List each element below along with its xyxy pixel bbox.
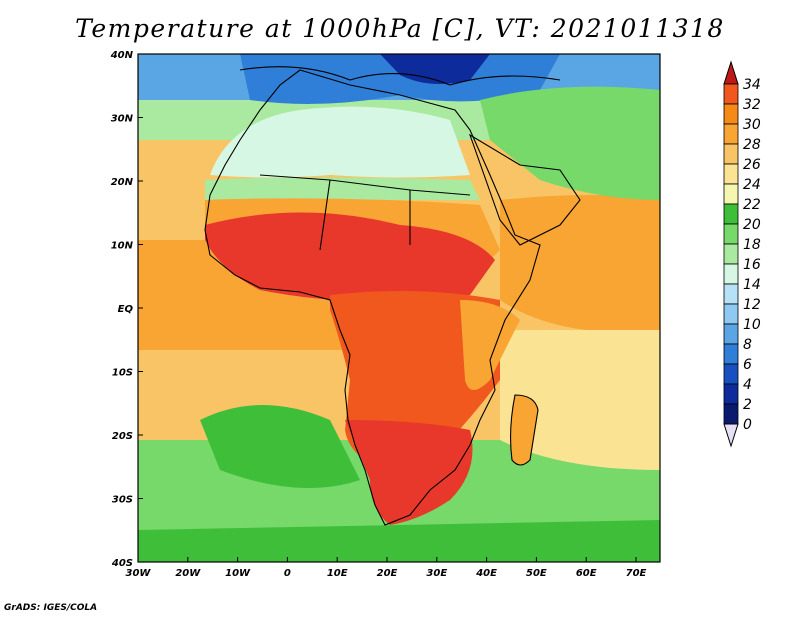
- colorbar-segment: [723, 223, 739, 245]
- colorbar-bottom-arrow: [723, 423, 739, 448]
- colorbar-segment: [723, 83, 739, 105]
- lat-label: 20S: [112, 431, 133, 442]
- lon-label: 70E: [626, 568, 647, 579]
- colorbar-label: 2: [743, 397, 752, 413]
- lon-label: 20W: [175, 568, 201, 579]
- sahara-cool: [210, 106, 470, 178]
- arabia-coastline: [468, 133, 581, 246]
- madagascar-coastline: [510, 394, 539, 466]
- colorbar-label: 22: [743, 197, 761, 213]
- colorbar-label: 24: [743, 177, 761, 193]
- lat-label: 40S: [111, 558, 133, 569]
- colorbar-segment: [723, 163, 739, 185]
- colorbar-segment: [723, 243, 739, 265]
- colorbar-segment: [723, 183, 739, 205]
- lon-label: 10E: [327, 568, 348, 579]
- lat-label: 10N: [111, 241, 134, 252]
- indian-ocean-mid: [500, 330, 660, 470]
- indian-ocean-warm: [500, 195, 660, 332]
- colorbar-segment: [723, 403, 739, 425]
- africa-coastline: [204, 69, 541, 526]
- colorbar-top-arrow: [723, 60, 739, 85]
- colorbar-label: 6: [743, 357, 752, 373]
- south-cool-band: [138, 520, 660, 562]
- colorbar-segment: [723, 303, 739, 325]
- lon-label: 40E: [475, 568, 497, 579]
- map-field: [138, 54, 660, 562]
- colorbar-segment: [723, 323, 739, 345]
- colorbar-label: 16: [743, 257, 761, 273]
- latitude-axis: 40N 30N 20N 10N EQ 10S 20S 30S 40S: [110, 50, 143, 569]
- east-africa-warm: [460, 300, 520, 390]
- lon-label: 60E: [576, 568, 597, 579]
- colorbar-label: 0: [743, 417, 752, 433]
- colorbar-label: 30: [743, 117, 761, 133]
- credit-text: GrADS: IGES/COLA: [4, 603, 98, 613]
- lon-label: 10W: [225, 568, 251, 579]
- colorbar-label: 12: [743, 297, 761, 313]
- europe-coastline: [239, 66, 561, 86]
- colorbar-segment: [723, 283, 739, 305]
- colorbar-label: 18: [743, 237, 761, 253]
- south-ocean-tongue: [200, 405, 360, 488]
- colorbar-segment: [723, 143, 739, 165]
- colorbar-segment: [723, 123, 739, 145]
- colorbar-segment: [723, 263, 739, 285]
- lon-label: 30W: [126, 568, 152, 579]
- colorbar-segment: [723, 363, 739, 385]
- colorbar-label: 26: [743, 157, 761, 173]
- colorbar-label: 28: [743, 137, 761, 153]
- colorbar-label: 34: [743, 77, 761, 93]
- europe-very-cold: [380, 54, 490, 84]
- sahara-borders: [259, 174, 471, 251]
- lon-label: 30E: [426, 568, 447, 579]
- colorbar-label: 10: [743, 317, 761, 333]
- colorbar-label: 4: [743, 377, 752, 393]
- colorbar-label: 32: [743, 97, 761, 113]
- sahara-green: [205, 177, 480, 200]
- colorbar-segment: [723, 343, 739, 365]
- middle-east-green: [480, 86, 660, 200]
- colorbar-label: 20: [743, 217, 761, 233]
- plot-title: Temperature at 1000hPa [C], VT: 20210113…: [75, 14, 725, 43]
- sahel-hot: [205, 212, 495, 302]
- lat-label: 10S: [112, 368, 133, 379]
- lat-label: 30S: [112, 495, 133, 506]
- colorbar-segment: [723, 103, 739, 125]
- lat-label: EQ: [118, 304, 134, 315]
- colorbar-label: 8: [743, 337, 752, 353]
- lon-label: 0: [284, 568, 291, 579]
- lat-label: 30N: [111, 114, 134, 125]
- colorbar-label: 14: [743, 277, 761, 293]
- coastlines: [204, 66, 581, 526]
- lat-label: 20N: [111, 177, 134, 188]
- lon-label: 50E: [526, 568, 547, 579]
- madagascar: [510, 395, 538, 465]
- lat-label: 40N: [110, 50, 134, 61]
- colorbar-segment: [723, 203, 739, 225]
- colorbar-segment: [723, 383, 739, 405]
- southern-africa-hot: [345, 420, 473, 525]
- longitude-axis: 30W 20W 10W 0 10E 20E 30E 40E 50E 60E 70E: [126, 557, 647, 579]
- lon-label: 20E: [377, 568, 398, 579]
